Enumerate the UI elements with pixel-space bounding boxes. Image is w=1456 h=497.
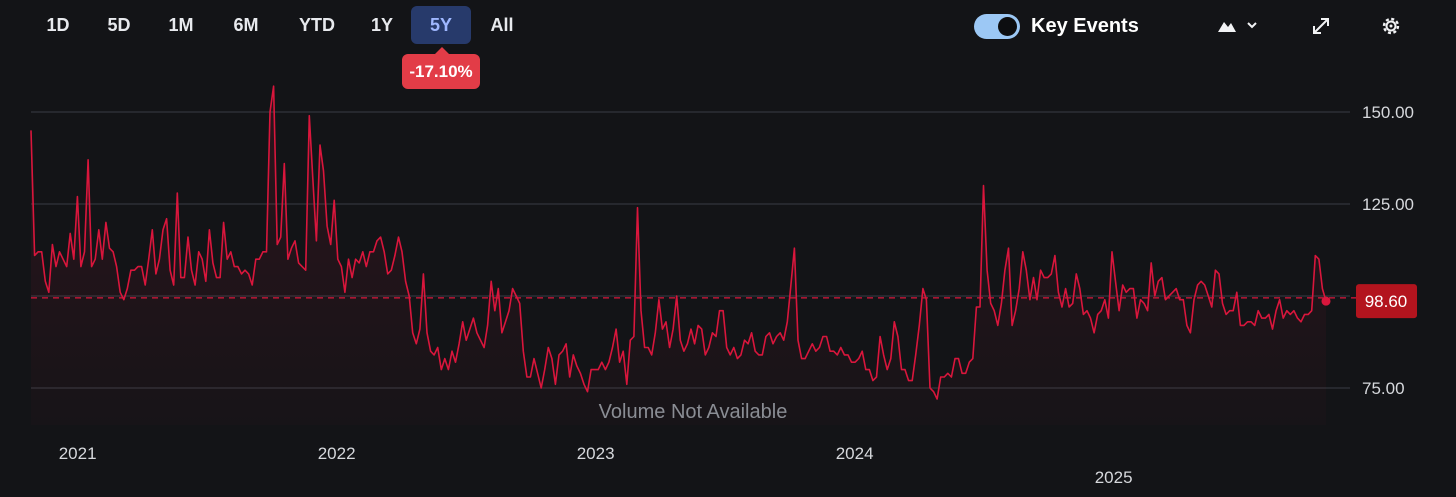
price-area-fill — [31, 86, 1326, 425]
range-tab-5d[interactable]: 5D — [107, 15, 131, 35]
y-tick-label: 150.00 — [1362, 103, 1414, 122]
x-tick-label: 2021 — [59, 444, 97, 463]
x-tick-label: 2025 — [1095, 468, 1133, 487]
range-tab-1d[interactable]: 1D — [46, 15, 70, 35]
x-tick-label: 2023 — [577, 444, 615, 463]
period-change-badge: -17.10% — [402, 47, 480, 89]
x-tick-label: 2022 — [318, 444, 356, 463]
price-line — [30, 85, 1327, 400]
chevron-down-icon — [1247, 22, 1257, 29]
chart-type-button[interactable] — [1214, 12, 1264, 40]
range-tab-1y[interactable]: 1Y — [370, 15, 394, 35]
mountain-chart-icon — [1218, 22, 1257, 32]
range-tab-ytd[interactable]: YTD — [299, 15, 335, 35]
gear-icon — [1382, 17, 1400, 35]
key-events-label: Key Events — [1031, 15, 1139, 37]
y-tick-label: 125.00 — [1362, 195, 1414, 214]
last-price-badge: 98.60 — [1356, 284, 1417, 319]
range-tab-6m[interactable]: 6M — [233, 15, 259, 35]
last-price-label: 98.60 — [1365, 292, 1408, 311]
settings-button[interactable] — [1376, 12, 1406, 40]
range-tab-all[interactable]: All — [490, 15, 514, 35]
x-tick-label: 2024 — [836, 444, 874, 463]
fullscreen-button[interactable] — [1306, 12, 1336, 40]
toggle-knob — [998, 17, 1017, 36]
range-tab-1m[interactable]: 1M — [168, 15, 194, 35]
range-tab-5y[interactable]: 5Y — [411, 6, 471, 44]
last-price-dot — [1321, 296, 1331, 306]
y-tick-label: 75.00 — [1362, 379, 1405, 398]
expand-icon — [1313, 18, 1329, 34]
key-events-toggle[interactable] — [974, 14, 1020, 39]
volume-note: Volume Not Available — [599, 401, 788, 423]
